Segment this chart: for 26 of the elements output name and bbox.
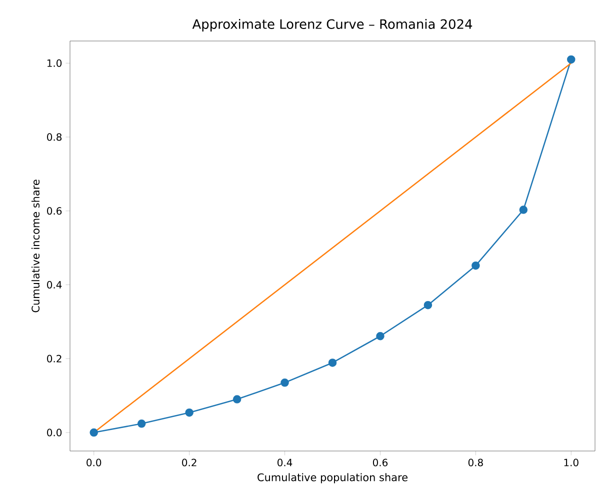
point	[185, 408, 194, 417]
y-tick-label: 1.0	[47, 59, 62, 67]
y-tick-label: 0.8	[47, 133, 62, 141]
point	[90, 428, 98, 437]
y-tick-label: 0.2	[47, 354, 62, 362]
point	[519, 206, 528, 214]
x-tick-label: 1.0	[564, 458, 578, 466]
x-tick-label: 0.2	[182, 458, 196, 466]
y-tick-label: 0.0	[47, 428, 62, 436]
y-tick-label: 0.6	[47, 207, 62, 215]
x-tick-label: 0.0	[86, 458, 102, 466]
point	[472, 261, 480, 270]
point	[567, 55, 576, 64]
point	[232, 395, 242, 404]
point	[424, 300, 432, 310]
x-tick-label: 0.6	[372, 458, 388, 466]
point	[280, 378, 289, 387]
y-tick-label: 0.4	[47, 281, 62, 289]
point	[137, 420, 146, 428]
point	[376, 332, 384, 340]
x-tick-label: 0.4	[278, 458, 292, 466]
y-axis-title: Cumulative income share	[31, 180, 40, 312]
point	[328, 358, 337, 367]
x-axis-title: Cumulative population share	[258, 473, 408, 484]
x-tick-label: 0.8	[468, 458, 483, 466]
chart-title: Approximate Lorenz Curve – Romania 2024	[192, 18, 472, 32]
